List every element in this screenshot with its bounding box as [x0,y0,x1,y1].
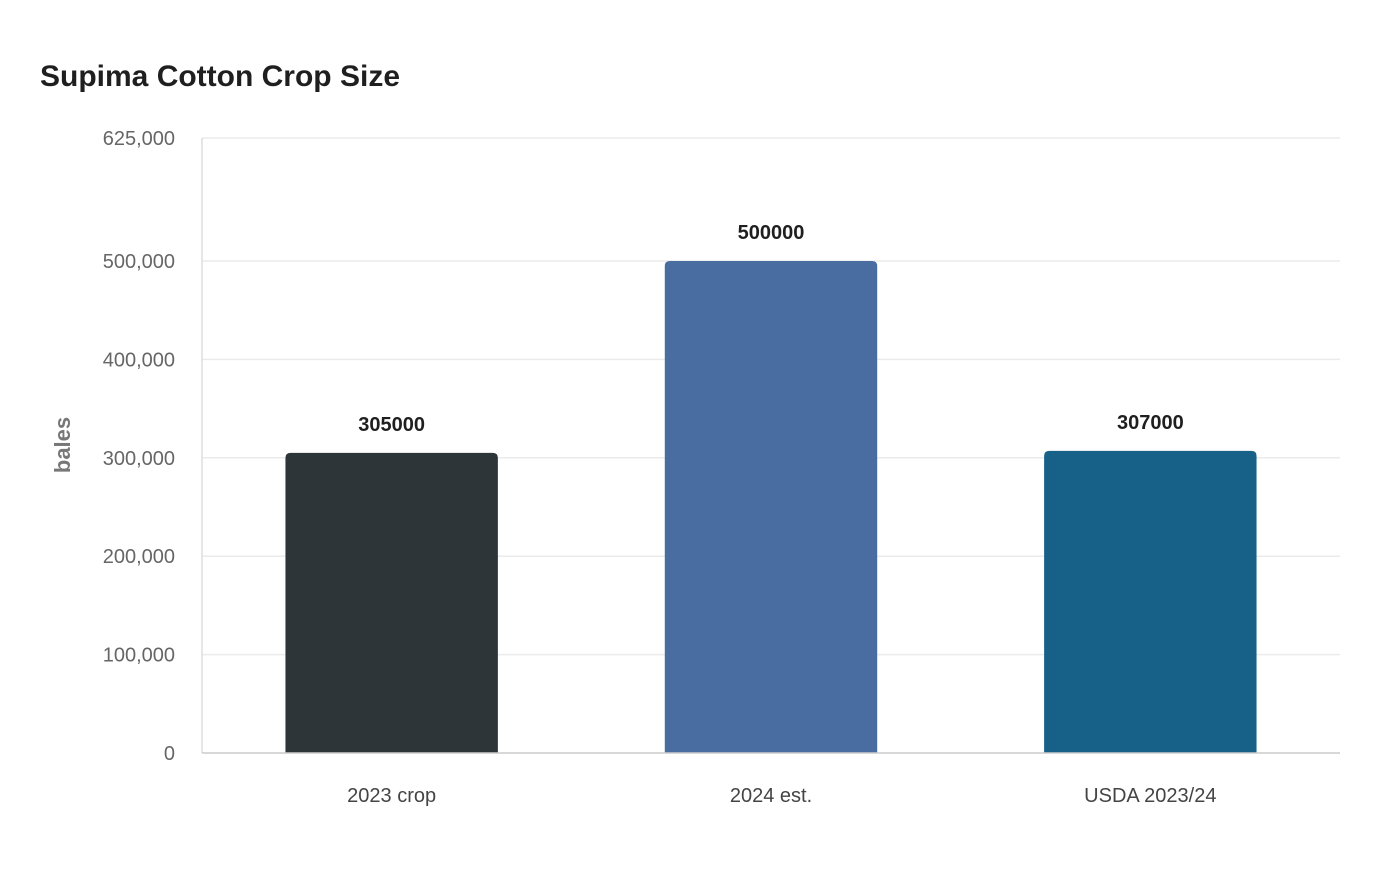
axes [201,138,1340,754]
bar [285,452,498,753]
bars [285,261,1257,753]
y-tick-label: 500,000 [103,251,175,273]
x-tick-label: 2023 crop [347,785,436,807]
bar [1044,450,1257,753]
y-tick-label: 400,000 [103,349,175,371]
bar [664,261,878,753]
y-tick-label: 300,000 [103,448,175,470]
labels: 0 100,000 200,000 300,000 400,000 500,000 625,… [103,128,1217,807]
y-tick-label: 100,000 [103,645,175,667]
data-label: 305000 [358,414,425,436]
chart-title: Supima Cotton Crop Size [40,60,400,93]
y-tick-label: 0 [164,743,175,765]
data-label: 307000 [1117,412,1184,434]
y-tick-label: 200,000 [103,546,175,568]
y-tick-label: 625,000 [103,128,175,150]
y-axis-title: bales [50,417,75,473]
x-tick-label: 2024 est. [730,785,812,807]
x-tick-label: USDA 2023/24 [1084,785,1216,807]
data-label: 500000 [738,222,805,244]
